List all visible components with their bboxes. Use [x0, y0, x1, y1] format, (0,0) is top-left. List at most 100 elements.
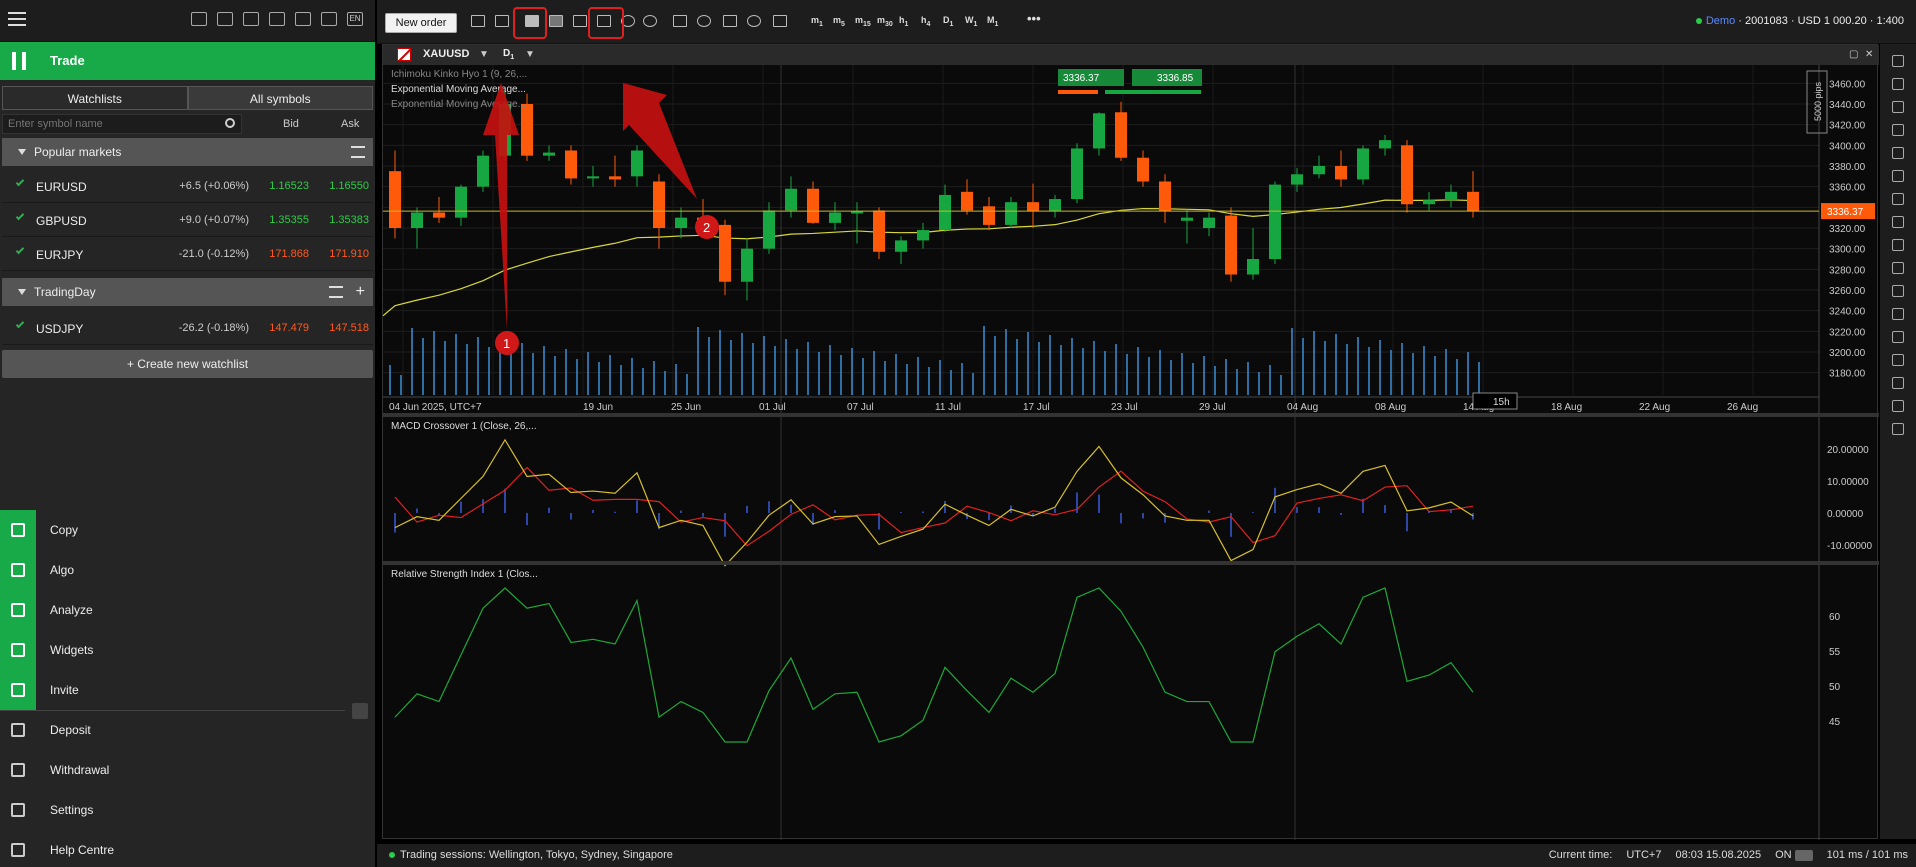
fib-icon[interactable] [1892, 239, 1904, 251]
indicator-label[interactable]: Ichimoku Kinko Hyo 1 (9, 26,... [391, 69, 527, 80]
indicators-icon[interactable] [673, 15, 687, 27]
zoom-in-icon[interactable] [643, 15, 657, 27]
sound-icon[interactable] [321, 12, 337, 26]
layout-icon[interactable] [495, 15, 509, 27]
search-icon[interactable] [225, 118, 235, 128]
mail-icon[interactable] [191, 12, 207, 26]
tab-all-symbols[interactable]: All symbols [187, 86, 373, 110]
timeframe-D1[interactable]: D1 [943, 15, 953, 28]
nav-item-withdrawal[interactable]: Withdrawal [0, 750, 375, 790]
pen-icon[interactable] [1892, 170, 1904, 182]
ask-price[interactable]: 147.518 [329, 322, 369, 334]
nav-item-widgets[interactable]: Widgets [0, 630, 375, 670]
crosshair-icon[interactable] [1892, 78, 1904, 90]
collapse-arrow-icon[interactable] [18, 149, 26, 155]
ask-price[interactable]: 1.16550 [329, 180, 369, 192]
chart-canvas[interactable]: 3460.00 3440.00 3420.00 3400.00 3380.00 3360.… [383, 65, 1879, 840]
timeframe-m1[interactable]: m1 [811, 15, 823, 28]
fullscreen-icon[interactable] [269, 12, 285, 26]
rsi-label[interactable]: Relative Strength Index 1 (Clos... [391, 569, 538, 580]
layers-icon[interactable] [723, 15, 737, 27]
on-toggle[interactable]: ON [1775, 849, 1813, 861]
macd-label[interactable]: MACD Crossover 1 (Close, 26,... [391, 421, 537, 432]
nav-item-help-centre[interactable]: Help Centre [0, 830, 375, 867]
multi-chart-grid-icon[interactable] [525, 15, 539, 27]
more-icon[interactable]: ••• [1027, 11, 1041, 26]
pane-divider[interactable] [383, 413, 1879, 417]
windows-icon[interactable] [295, 12, 311, 26]
nav-item-analyze[interactable]: Analyze [0, 590, 375, 630]
add-symbol-icon[interactable]: + [355, 283, 365, 300]
bid-price[interactable]: 1.16523 [269, 180, 309, 192]
create-watchlist-button[interactable]: + Create new watchlist [2, 350, 373, 378]
nav-item-settings[interactable]: Settings [0, 790, 375, 830]
rectangle-icon[interactable] [1892, 262, 1904, 274]
chart-timeframe[interactable]: D1 [503, 48, 514, 61]
ask-price[interactable]: 1.35383 [329, 214, 369, 226]
tradingday-header[interactable]: TradingDay + [2, 278, 373, 306]
chart-mode-icon[interactable] [471, 15, 485, 27]
timeframe-m15[interactable]: m15 [855, 15, 871, 28]
account-info[interactable]: Demo · 2001083 · USD 1 000.20 · 1:400 [1695, 15, 1904, 27]
bell-icon[interactable] [1892, 400, 1904, 412]
symbol-dropdown-icon[interactable]: ▼ [479, 49, 489, 60]
calculator-icon[interactable] [243, 12, 259, 26]
timeframe-h1[interactable]: h1 [899, 15, 908, 28]
color-icon[interactable] [1892, 331, 1904, 343]
ask-price[interactable]: 171.910 [329, 248, 369, 260]
horizontal-line-icon[interactable] [1892, 124, 1904, 136]
popular-markets-header[interactable]: Popular markets [2, 138, 373, 166]
ask-box[interactable]: 3336.85 [1157, 73, 1194, 84]
maximize-icon[interactable]: ▢ [1849, 49, 1859, 60]
zoom-out-icon[interactable] [621, 15, 635, 27]
watchlist-row[interactable]: USDJPY -26.2 (-0.18%) 147.479 147.518 [2, 312, 373, 345]
magnet-icon[interactable] [1892, 216, 1904, 228]
text-icon[interactable] [1892, 308, 1904, 320]
watchlist-row[interactable]: GBPUSD +9.0 (+0.07%) 1.35355 1.35383 [2, 204, 373, 237]
nav-item-algo[interactable]: Algo [0, 550, 375, 590]
template-icon[interactable] [773, 15, 787, 27]
timeframe-m5[interactable]: m5 [833, 15, 845, 28]
single-chart-icon[interactable] [549, 15, 563, 27]
collapse-panel-button[interactable] [352, 703, 368, 719]
touch-icon[interactable] [217, 12, 233, 26]
settings-icon[interactable] [1892, 423, 1904, 435]
timeframe-h4[interactable]: h4 [921, 15, 930, 28]
tab-watchlists[interactable]: Watchlists [2, 86, 188, 110]
close-chart-icon[interactable]: ✕ [1865, 49, 1874, 60]
cursor-icon[interactable] [1892, 55, 1904, 67]
pane-divider[interactable] [383, 561, 1879, 565]
trend-line-icon[interactable] [1892, 101, 1904, 113]
eye-icon[interactable] [747, 15, 761, 27]
chart-container[interactable]: XAUUSD ▼ D1 ▼ ▢ ✕ 3460.00 3440.00 3420.00 3… [382, 44, 1879, 840]
camera-icon[interactable] [1892, 377, 1904, 389]
new-order-button[interactable]: New order [385, 13, 457, 33]
watchlist-row[interactable]: EURJPY -21.0 (-0.12%) 171.868 171.910 [2, 238, 373, 271]
toggle-switch[interactable] [1794, 849, 1813, 861]
ray-icon[interactable] [1892, 147, 1904, 159]
nav-item-deposit[interactable]: Deposit [0, 710, 375, 750]
bid-price[interactable]: 1.35355 [269, 214, 309, 226]
list-options-icon[interactable] [329, 286, 343, 298]
arrow-icon[interactable] [1892, 285, 1904, 297]
timeframe-M1[interactable]: M1 [987, 15, 998, 28]
bid-box[interactable]: 3336.37 [1063, 73, 1100, 84]
fibonacci-icon[interactable] [697, 15, 711, 27]
nav-item-invite[interactable]: Invite [0, 670, 375, 710]
menu-icon[interactable] [8, 12, 26, 26]
chart-symbol[interactable]: XAUUSD [423, 48, 470, 60]
language-button[interactable]: EN [347, 12, 363, 26]
symbol-search-input[interactable] [3, 115, 213, 133]
bid-price[interactable]: 147.479 [269, 322, 309, 334]
brush-icon[interactable] [1892, 193, 1904, 205]
timeframe-m30[interactable]: m30 [877, 15, 893, 28]
indicator-label[interactable]: Exponential Moving Average... [391, 99, 526, 110]
bid-price[interactable]: 171.868 [269, 248, 309, 260]
list-options-icon[interactable] [351, 146, 365, 158]
timezone-select[interactable]: UTC+7 [1626, 849, 1662, 861]
watchlist-row[interactable]: EURUSD +6.5 (+0.06%) 1.16523 1.16550 [2, 170, 373, 203]
timeframe-dropdown-icon[interactable]: ▼ [525, 49, 535, 60]
nav-item-copy[interactable]: Copy [0, 510, 375, 550]
indicator-label[interactable]: Exponential Moving Average... [391, 84, 526, 95]
trade-section-header[interactable]: Trade [0, 42, 375, 80]
